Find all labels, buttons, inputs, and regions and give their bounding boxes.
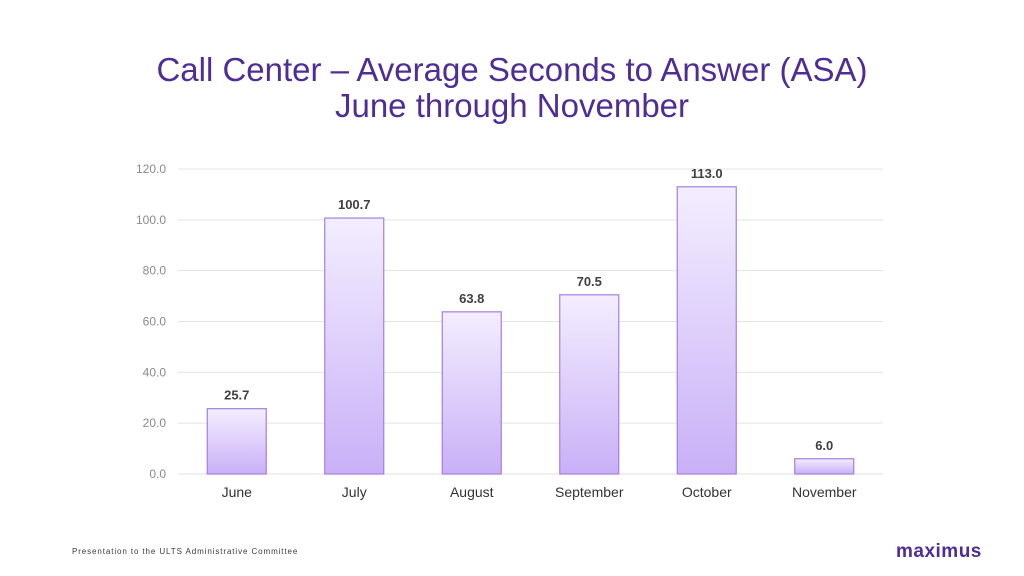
x-axis-ticks: June July August September October November <box>222 484 857 500</box>
data-label: 63.8 <box>459 291 484 306</box>
data-label: 6.0 <box>815 438 833 453</box>
x-tick-label: August <box>450 484 494 500</box>
chart-title-block: Call Center – Average Seconds to Answer … <box>0 52 1024 124</box>
x-tick-label: June <box>222 484 253 500</box>
footer-text: Presentation to the ULTS Administrative … <box>72 547 299 556</box>
x-tick-label: September <box>555 484 624 500</box>
y-axis-ticks: 0.0 20.0 40.0 60.0 80.0 100.0 120.0 <box>136 162 166 481</box>
y-tick-label: 100.0 <box>136 213 166 227</box>
data-label: 25.7 <box>224 388 249 403</box>
bar-july <box>324 217 385 475</box>
data-labels: 25.7 100.7 63.8 70.5 113.0 6.0 <box>224 166 833 453</box>
brand-logo: maximus <box>896 541 982 562</box>
bar-september <box>559 294 620 475</box>
x-tick-label: November <box>792 484 857 500</box>
x-tick-label: October <box>682 484 732 500</box>
chart-title: Call Center – Average Seconds to Answer … <box>156 51 868 88</box>
bar-june <box>206 408 267 475</box>
data-label: 100.7 <box>338 197 371 212</box>
bar-august <box>441 311 502 475</box>
y-tick-label: 120.0 <box>136 162 166 176</box>
data-label: 113.0 <box>691 166 723 181</box>
x-tick-label: July <box>342 484 367 500</box>
y-tick-label: 60.0 <box>143 315 167 329</box>
chart-subtitle: June through November <box>334 87 690 124</box>
y-tick-label: 20.0 <box>143 416 167 430</box>
y-tick-label: 40.0 <box>143 365 167 379</box>
bars <box>206 186 855 475</box>
data-label: 70.5 <box>577 274 602 289</box>
y-tick-label: 80.0 <box>143 264 167 278</box>
bar-november <box>794 458 855 475</box>
y-tick-label: 0.0 <box>149 467 166 481</box>
bar-october <box>676 186 737 475</box>
gridlines <box>178 168 883 475</box>
